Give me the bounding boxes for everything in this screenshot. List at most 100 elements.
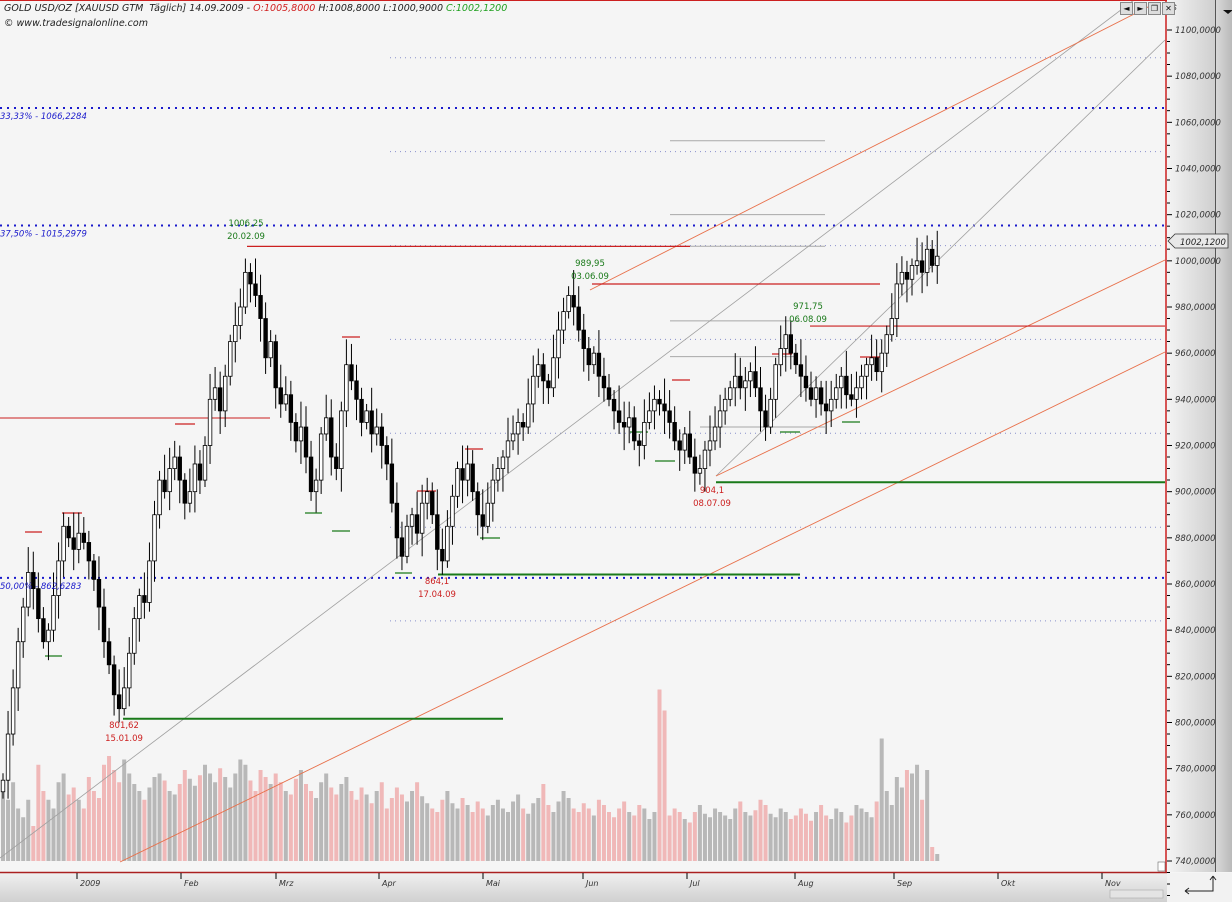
volume-bar — [849, 815, 854, 861]
candle-body — [86, 542, 92, 562]
candle-body — [722, 398, 728, 412]
restore-icon[interactable]: ❐ — [1148, 2, 1161, 15]
candle-body — [61, 525, 66, 562]
candle-body — [36, 588, 41, 620]
last-price-label: 1002,1200 — [1180, 238, 1226, 248]
candle-body — [10, 687, 16, 735]
volume-bar — [834, 808, 839, 861]
candle-body — [379, 426, 384, 446]
swing-price-label: 989,95 — [575, 259, 605, 269]
volume-bar — [460, 798, 465, 861]
candle-body — [652, 398, 657, 412]
candle-body — [606, 387, 612, 400]
volume-bar — [445, 791, 450, 861]
candle-body — [172, 456, 177, 469]
candle-body — [803, 375, 809, 389]
candle-body — [202, 445, 208, 481]
volume-bar — [889, 805, 894, 861]
volume-bar — [809, 820, 813, 861]
volume-bar — [601, 805, 606, 861]
vertical-scrollbar[interactable] — [1215, 0, 1232, 872]
candle-body — [914, 260, 920, 266]
chart-header: GOLD USD/OZ [XAUUSD GTM Täglich] 14.09.2… — [4, 3, 507, 14]
volume-bar — [71, 787, 76, 861]
volume-bar — [652, 812, 657, 861]
volume-bar — [172, 794, 177, 861]
candle-body — [187, 491, 193, 504]
candle-body — [515, 422, 521, 435]
volume-bar — [632, 815, 637, 861]
x-tick-label: Feb — [184, 879, 199, 888]
candle-body — [359, 398, 364, 423]
candle-body — [445, 525, 450, 562]
low-value: L:1000,9000 — [383, 3, 444, 14]
candle-body — [480, 514, 485, 527]
volume-bar — [864, 812, 869, 861]
candle-body — [288, 394, 294, 423]
candle-body — [31, 572, 36, 590]
candle-body — [470, 463, 475, 493]
y-tick-label: 960,0000 — [1175, 349, 1216, 359]
close-icon[interactable]: ✕ — [1162, 2, 1175, 15]
volume-bar — [450, 803, 455, 861]
copyright-site: © www.tradesignalonline.com — [4, 18, 148, 29]
x-tick-label: Sep — [897, 879, 912, 888]
volume-bar — [622, 801, 627, 861]
volume-bar — [81, 808, 86, 861]
volume-bar — [793, 815, 798, 861]
volume-bar — [516, 794, 521, 861]
candle-body — [894, 283, 900, 319]
horizontal-scroll-thumb[interactable] — [1109, 889, 1164, 899]
price-axis[interactable] — [1167, 0, 1215, 872]
volume-bar — [122, 759, 127, 861]
volume-bar — [612, 817, 617, 861]
candle-body — [435, 514, 440, 550]
candle-body — [192, 463, 198, 493]
volume-bar — [440, 799, 445, 861]
volume-bar — [692, 812, 697, 861]
close-value: C:1002,1200 — [446, 3, 508, 14]
volume-bar — [556, 801, 561, 861]
candle-body — [798, 364, 804, 377]
prev-arrow-icon[interactable]: ◄ — [1120, 2, 1133, 15]
candle-body — [667, 410, 672, 423]
volume-bar — [839, 812, 844, 861]
volume-bar — [465, 805, 470, 861]
volume-bar — [728, 819, 733, 861]
candle-body — [889, 318, 894, 336]
volume-bar — [778, 808, 783, 861]
candle-body — [127, 652, 132, 689]
volume-bar — [576, 812, 581, 861]
candle-body — [450, 495, 455, 527]
candle-body — [546, 380, 551, 389]
volume-bar — [904, 770, 909, 861]
volume-bar — [814, 812, 819, 861]
volume-bar — [147, 787, 152, 861]
volume-bar — [324, 773, 329, 861]
candle-body — [884, 334, 889, 354]
reset-zoom-icon[interactable] — [1184, 875, 1217, 895]
candle-body — [768, 398, 773, 428]
volume-bar — [314, 798, 319, 861]
candle-body — [329, 417, 334, 458]
x-tick-label: Mrz — [279, 879, 294, 888]
y-tick-label: 840,0000 — [1175, 626, 1216, 636]
resize-handle-icon[interactable] — [1157, 861, 1166, 872]
candle-body — [41, 618, 46, 643]
candle-body — [389, 463, 395, 504]
volume-bar — [894, 777, 899, 861]
y-tick-label: 860,0000 — [1175, 580, 1216, 590]
candle-body — [854, 387, 859, 400]
volume-bar — [213, 782, 218, 861]
candle-body — [430, 491, 435, 516]
candle-body — [142, 595, 147, 603]
volume-bar — [46, 799, 51, 861]
candle-body — [839, 375, 844, 389]
volume-bar — [682, 819, 687, 861]
next-arrow-icon[interactable]: ► — [1134, 2, 1147, 15]
dropdown-arrow-icon — [1223, 10, 1232, 14]
candle-body — [238, 306, 243, 326]
volume-bar — [571, 808, 576, 861]
volume-bar — [824, 815, 829, 861]
